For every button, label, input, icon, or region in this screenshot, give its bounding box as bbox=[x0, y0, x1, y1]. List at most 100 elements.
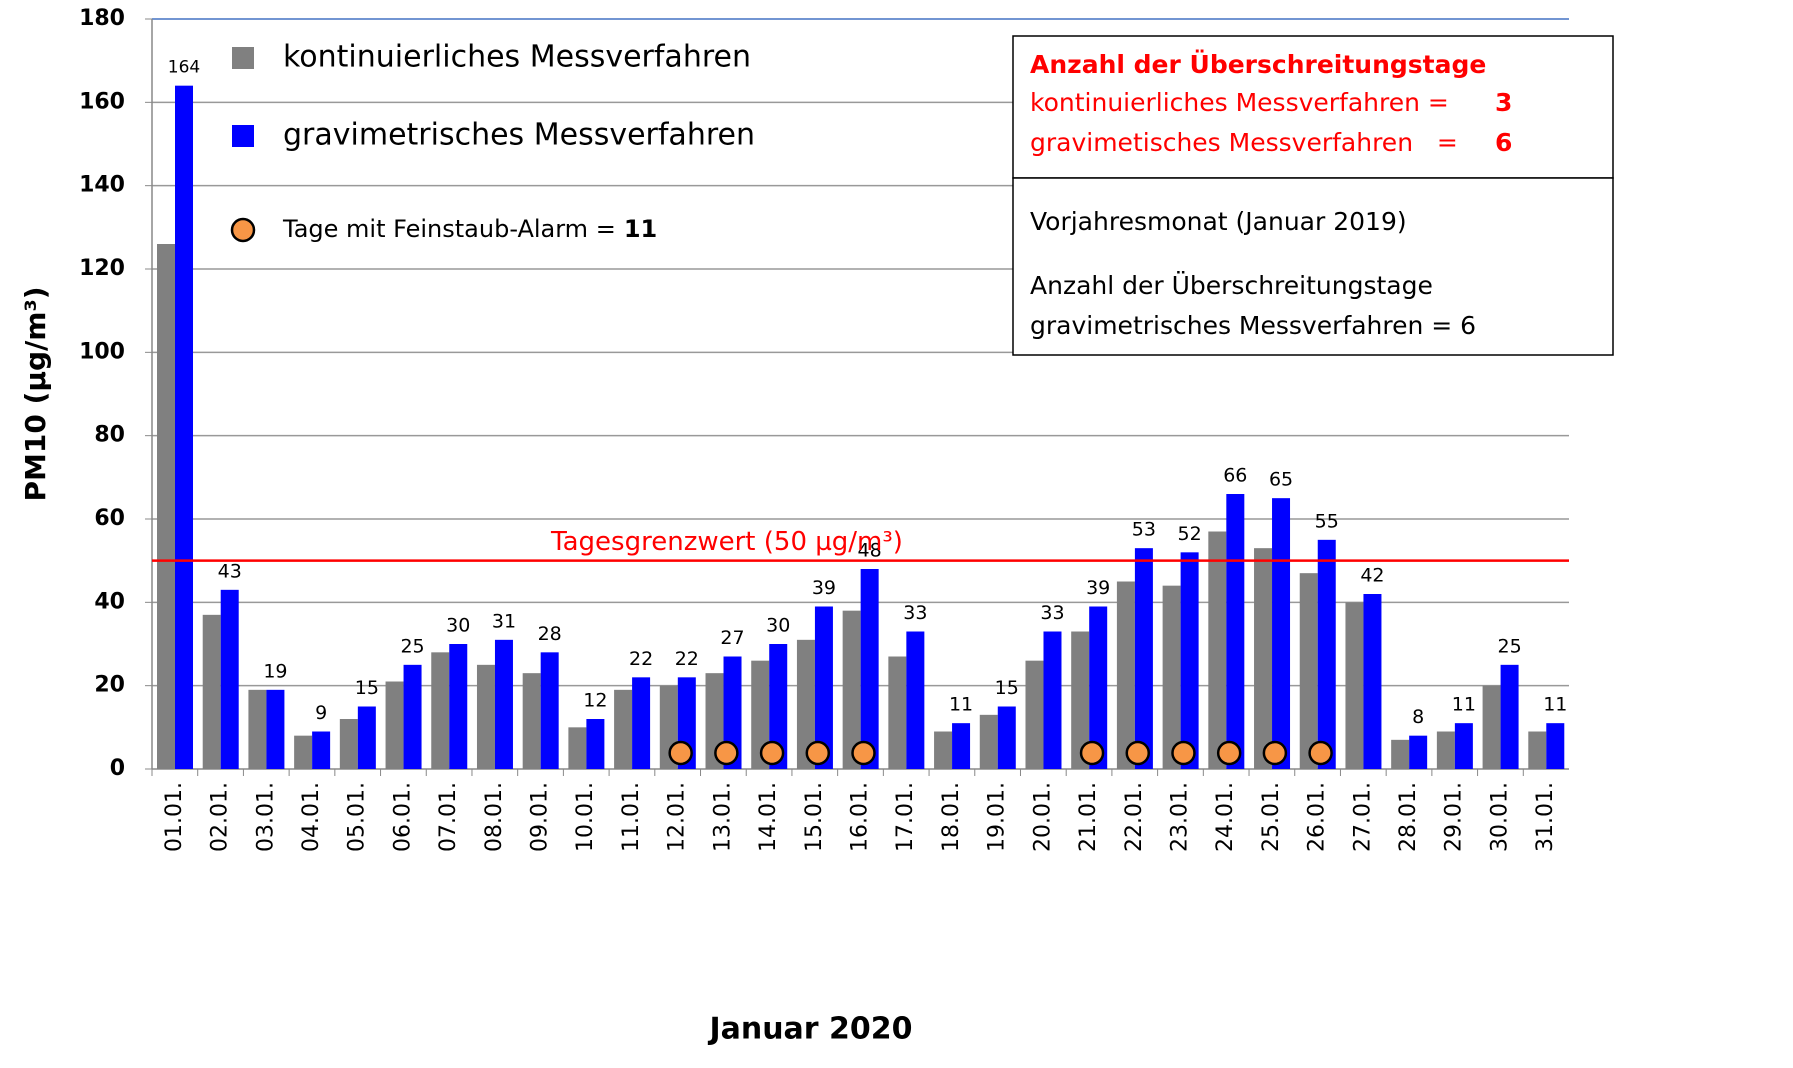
x-tick-label: 24.01. bbox=[1213, 782, 1238, 852]
data-label: 12 bbox=[583, 690, 607, 712]
x-tick-label: 28.01. bbox=[1396, 782, 1421, 852]
bar bbox=[1180, 552, 1199, 769]
bar bbox=[1089, 606, 1108, 769]
bar bbox=[248, 689, 267, 769]
alarm-marker bbox=[1079, 740, 1105, 766]
x-tick-label: 29.01. bbox=[1442, 782, 1467, 852]
data-label: 39 bbox=[1086, 577, 1110, 599]
data-label: 39 bbox=[812, 577, 836, 599]
box-row-label: kontinuierliches Messverfahren = bbox=[1030, 88, 1449, 117]
data-label: 11 bbox=[949, 694, 973, 716]
bar bbox=[1500, 664, 1519, 769]
bar bbox=[1454, 723, 1473, 769]
bar bbox=[1071, 631, 1090, 769]
bar bbox=[952, 723, 971, 769]
x-tick-label: 31.01. bbox=[1533, 782, 1558, 852]
x-tick-label: 10.01. bbox=[573, 782, 598, 852]
y-tick-label: 0 bbox=[110, 756, 125, 781]
alarm-marker bbox=[1171, 740, 1196, 766]
data-label: 66 bbox=[1223, 465, 1247, 487]
data-label: 55 bbox=[1315, 510, 1339, 532]
bar bbox=[1254, 548, 1273, 769]
bar bbox=[614, 689, 633, 769]
alarm-marker bbox=[1125, 740, 1151, 766]
alarm-count: 11 bbox=[624, 215, 657, 243]
bar bbox=[431, 652, 450, 769]
bar bbox=[1208, 531, 1227, 769]
alarm-marker bbox=[759, 740, 785, 766]
y-tick-label: 160 bbox=[79, 89, 125, 114]
bar bbox=[1482, 685, 1501, 769]
bar bbox=[1409, 735, 1428, 769]
bar bbox=[751, 660, 770, 769]
data-label: 11 bbox=[1543, 694, 1567, 716]
bar bbox=[449, 644, 468, 769]
x-tick-label: 07.01. bbox=[436, 782, 461, 852]
x-tick-label: 11.01. bbox=[619, 782, 644, 852]
data-label: 22 bbox=[629, 648, 653, 670]
x-tick-label: 12.01. bbox=[665, 782, 690, 852]
bar bbox=[522, 673, 541, 769]
x-tick-label: 04.01. bbox=[299, 782, 324, 852]
box-line: Vorjahresmonat (Januar 2019) bbox=[1030, 207, 1407, 236]
x-tick-label: 20.01. bbox=[1030, 782, 1055, 852]
x-tick-label: 02.01. bbox=[208, 782, 233, 852]
data-label: 164 bbox=[168, 58, 200, 78]
x-tick-label: 16.01. bbox=[848, 782, 873, 852]
bar bbox=[888, 656, 907, 769]
x-tick-label: 06.01. bbox=[390, 782, 415, 852]
legend-alarm-marker bbox=[230, 217, 256, 243]
bar bbox=[312, 731, 331, 769]
data-label: 33 bbox=[1040, 602, 1064, 624]
x-tick-label: 27.01. bbox=[1350, 782, 1375, 852]
alarm-marker bbox=[668, 740, 693, 766]
data-label: 43 bbox=[218, 560, 242, 582]
data-label: 28 bbox=[538, 623, 562, 645]
x-tick-label: 26.01. bbox=[1305, 782, 1330, 852]
y-axis-label: PM10 (µg/m³) bbox=[19, 286, 52, 501]
bar bbox=[934, 731, 953, 769]
x-tick-label: 30.01. bbox=[1487, 782, 1512, 852]
x-tick-label: 09.01. bbox=[528, 782, 553, 852]
bar bbox=[1134, 548, 1153, 769]
bar bbox=[1116, 581, 1135, 769]
x-tick-label: 21.01. bbox=[1076, 782, 1101, 852]
legend-swatch bbox=[232, 125, 254, 147]
bar bbox=[586, 719, 605, 769]
data-label: 52 bbox=[1178, 523, 1202, 545]
bar bbox=[157, 244, 175, 769]
bar bbox=[1226, 494, 1245, 769]
bar bbox=[906, 631, 925, 769]
bar bbox=[1299, 573, 1318, 769]
bar bbox=[494, 639, 513, 769]
x-axis-label: Januar 2020 bbox=[707, 1012, 912, 1047]
box-line: gravimetrisches Messverfahren = 6 bbox=[1030, 311, 1476, 340]
info-box bbox=[1012, 177, 1614, 356]
x-tick-label: 15.01. bbox=[802, 782, 827, 852]
bar bbox=[1436, 731, 1455, 769]
x-tick-label: 19.01. bbox=[985, 782, 1010, 852]
x-tick-label: 22.01. bbox=[1122, 782, 1147, 852]
data-label: 25 bbox=[1497, 635, 1521, 657]
y-tick-label: 80 bbox=[94, 423, 125, 448]
legend-label: gravimetrisches Messverfahren bbox=[283, 118, 755, 153]
bar bbox=[1345, 602, 1364, 769]
bar bbox=[1162, 585, 1181, 769]
bar bbox=[175, 85, 193, 769]
bar bbox=[1528, 731, 1547, 769]
data-label: 65 bbox=[1269, 469, 1293, 491]
y-tick-label: 20 bbox=[94, 673, 125, 698]
x-tick-label: 13.01. bbox=[710, 782, 735, 852]
data-label: 30 bbox=[446, 615, 470, 637]
bar bbox=[1025, 660, 1044, 769]
info-box bbox=[1012, 35, 1614, 179]
data-label: 19 bbox=[263, 660, 287, 682]
data-label: 42 bbox=[1360, 565, 1384, 587]
y-tick-label: 120 bbox=[79, 256, 125, 281]
x-tick-label: 08.01. bbox=[482, 782, 507, 852]
alarm-marker bbox=[1308, 740, 1333, 766]
bar bbox=[476, 664, 495, 769]
legend-label: kontinuierliches Messverfahren bbox=[283, 40, 751, 75]
data-label: 30 bbox=[766, 615, 790, 637]
bar bbox=[1043, 631, 1062, 769]
